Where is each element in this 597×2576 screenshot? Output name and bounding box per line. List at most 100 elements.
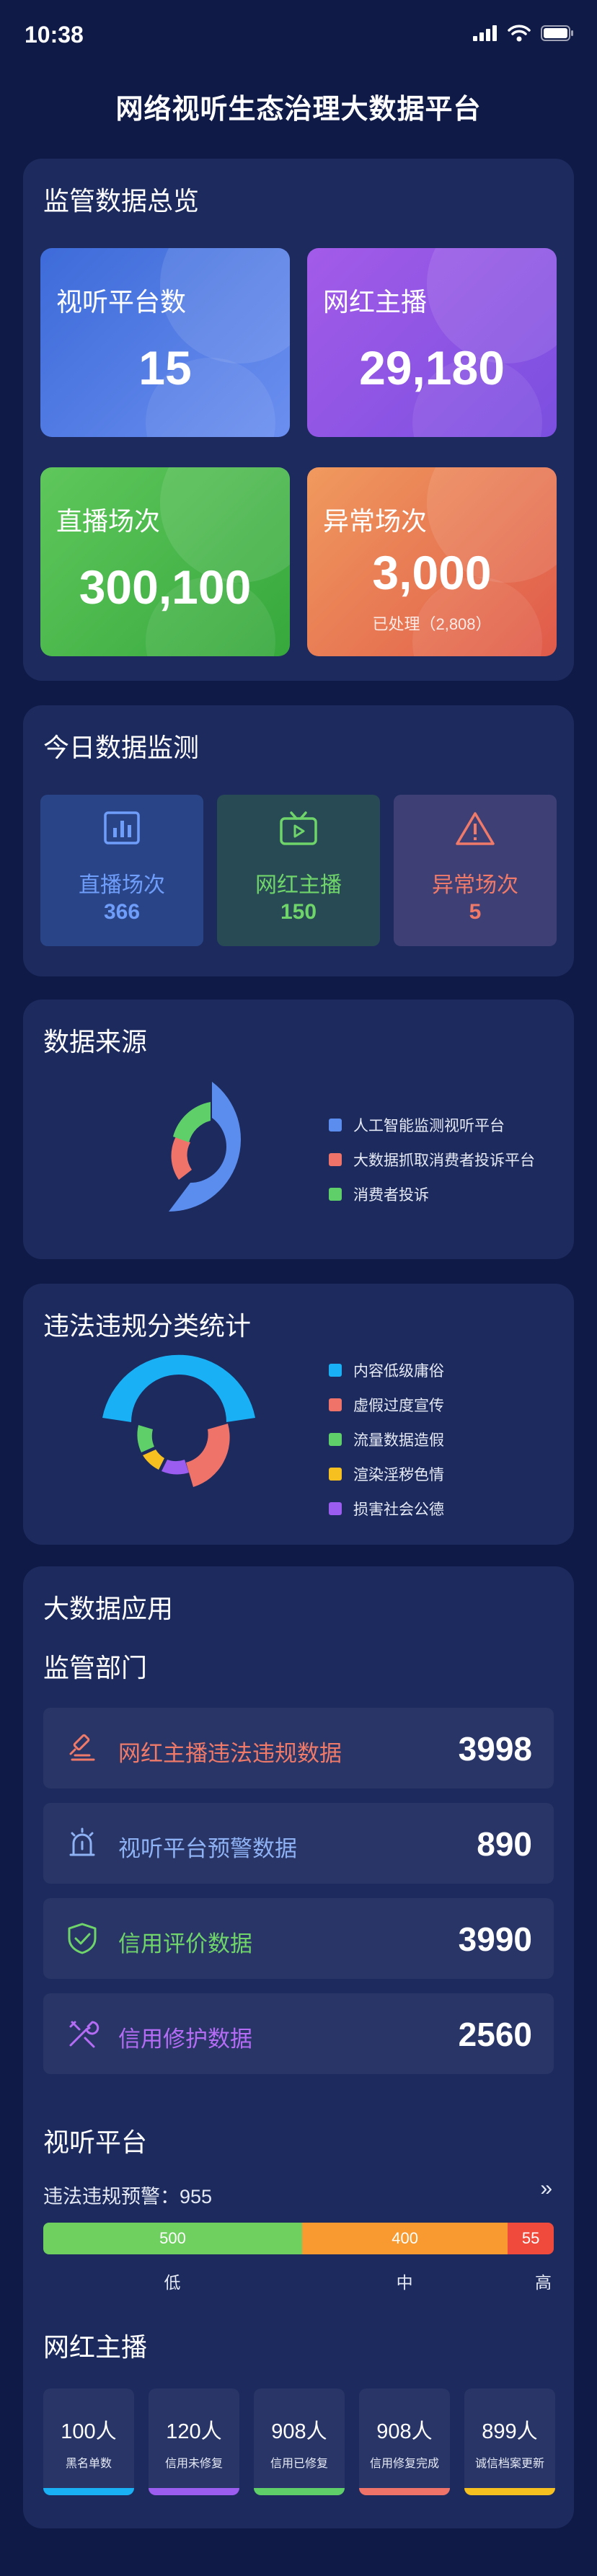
overview-card: 监管数据总览 视听平台数 15 网红主播 29,180 直播场次 300,100… — [23, 159, 574, 681]
dept-item-credit-repair[interactable]: 信用修护数据 2560 — [43, 1993, 554, 2074]
dept-label: 视听平台预警数据 — [118, 1836, 297, 1861]
wifi-icon — [508, 25, 531, 42]
monitor-value: 150 — [280, 900, 317, 924]
dept-value: 890 — [477, 1825, 532, 1863]
dept-value: 2560 — [458, 2016, 532, 2053]
warning-icon — [456, 812, 495, 845]
signal-icon — [473, 25, 497, 41]
warning-level-bar: 500 400 55 — [43, 2223, 554, 2254]
donut-segment-false-ad — [186, 1424, 230, 1487]
source-donut-chart — [169, 1082, 241, 1212]
legend-item: 消费者投诉 — [329, 1177, 535, 1212]
monitor-abnormal[interactable]: 异常场次 5 — [394, 795, 557, 946]
monitor-value: 366 — [103, 900, 141, 924]
today-card: 今日数据监测 直播场次 366 网红主播 150 — [23, 705, 574, 976]
dept-value: 3998 — [458, 1730, 532, 1768]
stat-value: 908人 — [376, 2420, 433, 2443]
donut-segment-vulgar — [102, 1354, 255, 1422]
level-labels: 低 中 高 — [43, 2269, 554, 2298]
monitor-label: 异常场次 — [432, 873, 518, 897]
bigdata-card: 大数据应用 监管部门 网红主播违法违规数据 3998 视听平台预警数据 890 … — [23, 1566, 574, 2528]
dept-label: 信用评价数据 — [118, 1931, 252, 1957]
source-card: 数据来源 人工智能监测视听平台 大数据抓取消费者投诉平台 消费者投诉 — [23, 1000, 574, 1259]
legend-item: 流量数据造假 — [329, 1422, 444, 1457]
violation-legend: 内容低级庸俗 虚假过度宣传 流量数据造假 渲染淫秽色情 损害社会公德 — [329, 1353, 444, 1526]
stat-value: 899人 — [482, 2420, 538, 2443]
stat-label: 诚信档案更新 — [474, 2458, 544, 2470]
anchor-stat-blacklist[interactable]: 100人 黑名单数 — [43, 2388, 134, 2495]
anchor-stat-file-update[interactable]: 899人 诚信档案更新 — [464, 2388, 555, 2495]
tile-platforms[interactable]: 视听平台数 15 — [40, 248, 290, 437]
donut-segment-ai — [169, 1082, 241, 1212]
anchor-stat-repaired[interactable]: 908人 信用已修复 — [254, 2388, 345, 2495]
dept-item-credit-evaluation[interactable]: 信用评价数据 3990 — [43, 1898, 554, 1979]
donut-segment-complaints — [173, 1102, 211, 1142]
tools-icon — [69, 2021, 100, 2048]
dept-title: 监管部门 — [43, 1653, 148, 1682]
alarm-icon — [69, 1827, 95, 1856]
legend-item: 人工智能监测视听平台 — [329, 1108, 535, 1142]
tv-play-icon — [280, 811, 317, 845]
violation-title: 违法违规分类统计 — [43, 1311, 252, 1341]
level-label-low: 低 — [164, 2273, 181, 2292]
shield-check-icon — [68, 1923, 97, 1954]
legend-item: 虚假过度宣传 — [329, 1388, 444, 1422]
tile-label: 异常场次 — [323, 506, 428, 536]
more-chevron-icon[interactable]: » — [540, 2176, 552, 2200]
violation-donut-chart — [102, 1354, 255, 1487]
tile-label: 直播场次 — [56, 506, 161, 536]
level-label-medium: 中 — [396, 2273, 413, 2292]
monitor-live[interactable]: 直播场次 366 — [40, 795, 203, 946]
warning-label: 违法违规预警：955 — [43, 2186, 213, 2207]
donut-segment-bigdata — [171, 1137, 192, 1180]
status-bar: 10:38 — [0, 0, 597, 72]
legend-item: 渲染淫秽色情 — [329, 1457, 444, 1491]
tile-anchors[interactable]: 网红主播 29,180 — [307, 248, 557, 437]
legend-item: 内容低级庸俗 — [329, 1353, 444, 1388]
donut-segment-morality — [162, 1460, 189, 1475]
stat-value: 120人 — [166, 2420, 222, 2443]
tile-abnormal-sessions[interactable]: 异常场次 3,000 已处理（2,808） — [307, 467, 557, 656]
tile-live-sessions[interactable]: 直播场次 300,100 — [40, 467, 290, 656]
stat-label: 信用已修复 — [270, 2458, 328, 2470]
battery-icon — [541, 25, 573, 41]
page-title: 网络视听生态治理大数据平台 — [115, 94, 482, 125]
level-label-high: 高 — [535, 2273, 552, 2292]
anchor-stat-repair-complete[interactable]: 908人 信用修复完成 — [359, 2388, 450, 2495]
dept-label: 信用修护数据 — [118, 2026, 252, 2052]
level-segment-medium: 400 — [301, 2223, 508, 2254]
status-time: 10:38 — [25, 22, 84, 48]
violation-card: 违法违规分类统计 内容低级庸俗 虚假过度宣传 流量数据造假 渲染淫秽色情 损害社… — [23, 1284, 574, 1545]
status-icons — [473, 25, 574, 42]
level-segment-low: 500 — [43, 2223, 302, 2254]
level-segment-high: 55 — [508, 2223, 554, 2254]
monitor-label: 网红主播 — [255, 873, 342, 897]
tile-value: 29,180 — [359, 341, 505, 394]
today-title: 今日数据监测 — [43, 733, 200, 762]
donut-segment-traffic — [137, 1425, 154, 1452]
tile-label: 视听平台数 — [56, 287, 187, 317]
bigdata-title: 大数据应用 — [43, 1594, 174, 1623]
stat-label: 信用修复完成 — [369, 2458, 439, 2470]
monitor-value: 5 — [469, 900, 482, 924]
dept-value: 3990 — [458, 1920, 532, 1958]
tile-label: 网红主播 — [323, 287, 428, 317]
stat-value: 908人 — [271, 2420, 327, 2443]
tile-value: 300,100 — [79, 560, 252, 614]
source-legend: 人工智能监测视听平台 大数据抓取消费者投诉平台 消费者投诉 — [329, 1108, 535, 1212]
dept-item-platform-warnings[interactable]: 视听平台预警数据 890 — [43, 1803, 554, 1884]
dept-item-anchor-violations[interactable]: 网红主播违法违规数据 3998 — [43, 1708, 554, 1788]
stat-label: 信用未修复 — [164, 2458, 223, 2470]
tile-value: 15 — [138, 341, 192, 394]
overview-title: 监管数据总览 — [43, 186, 200, 216]
tile-sub: 已处理（2,808） — [372, 615, 492, 633]
monitor-label: 直播场次 — [79, 873, 165, 897]
monitor-anchors[interactable]: 网红主播 150 — [217, 795, 380, 946]
bar-chart-icon — [104, 811, 140, 844]
gavel-icon — [69, 1734, 95, 1761]
source-title: 数据来源 — [43, 1027, 148, 1057]
legend-item: 损害社会公德 — [329, 1491, 444, 1526]
dept-label: 网红主播违法违规数据 — [118, 1741, 342, 1766]
anchor-stat-unrepaired[interactable]: 120人 信用未修复 — [149, 2388, 239, 2495]
anchor-stats: 100人 黑名单数 120人 信用未修复 908人 信用已修复 908人 信用修… — [43, 2388, 555, 2495]
